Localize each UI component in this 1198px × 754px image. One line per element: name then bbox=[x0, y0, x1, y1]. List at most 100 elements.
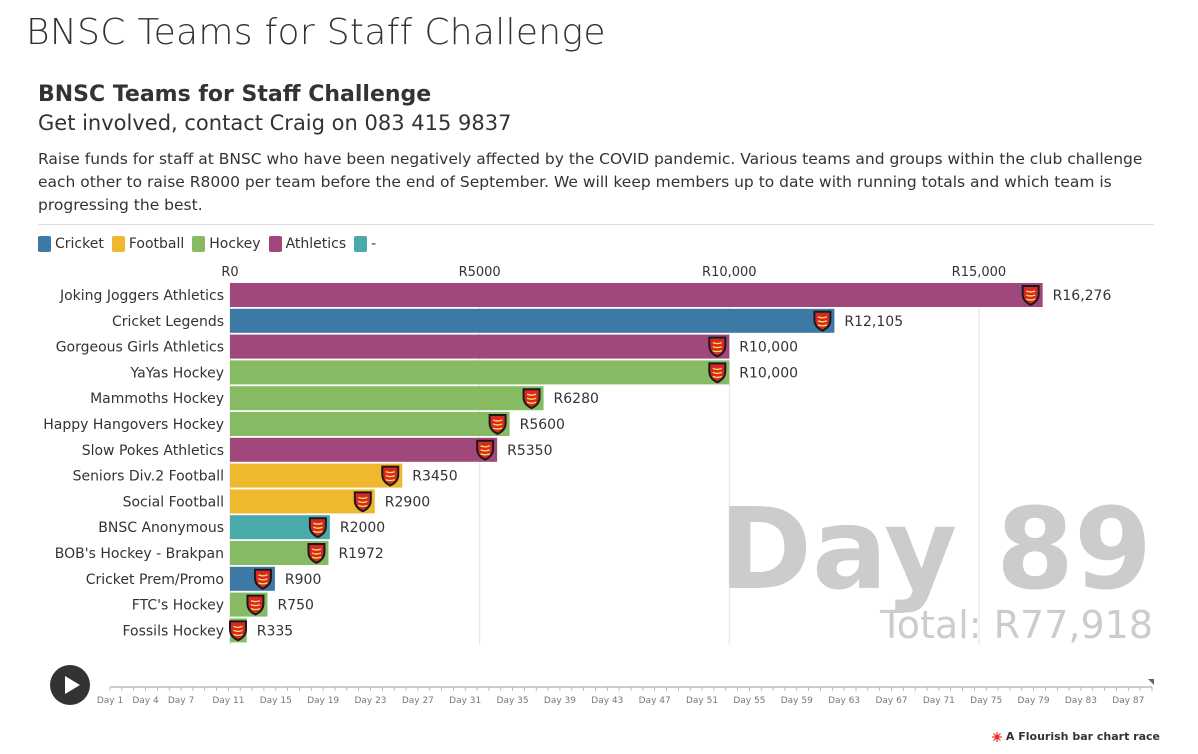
bar-row: Fossils Hockey R335 bbox=[122, 618, 293, 643]
play-button[interactable] bbox=[50, 665, 90, 705]
timeline-label: Day 59 bbox=[781, 696, 813, 706]
bar-row: Happy Hangovers Hockey R5600 bbox=[43, 412, 565, 436]
club-crest-icon bbox=[708, 362, 727, 384]
bar bbox=[230, 437, 498, 462]
legend-label: Cricket bbox=[55, 236, 104, 252]
timeline-label: Day 4 bbox=[132, 696, 159, 706]
x-tick-label: R5000 bbox=[459, 265, 501, 280]
bar-category-label: FTC's Hockey bbox=[132, 598, 224, 614]
bar-value-label: R1972 bbox=[338, 546, 383, 562]
bar-value-label: R10,000 bbox=[739, 340, 798, 356]
timeline-label: Day 79 bbox=[1018, 696, 1050, 706]
timeline-label: Day 23 bbox=[354, 696, 386, 706]
bar-category-label: YaYas Hockey bbox=[130, 365, 224, 381]
bar-value-label: R750 bbox=[277, 598, 313, 614]
bar-value-label: R5600 bbox=[520, 417, 565, 433]
club-crest-icon bbox=[229, 620, 247, 642]
timeline-label: Day 27 bbox=[402, 696, 434, 706]
timeline-label: Day 67 bbox=[875, 696, 907, 706]
timeline-label: Day 43 bbox=[591, 696, 623, 706]
bar-category-label: Seniors Div.2 Football bbox=[73, 469, 224, 485]
period-label: Day 89 bbox=[719, 485, 1152, 615]
legend-item[interactable]: Athletics bbox=[268, 236, 347, 252]
bar bbox=[230, 489, 375, 514]
credit-text: A Flourish bar chart race bbox=[1005, 730, 1160, 743]
header-divider bbox=[38, 224, 1154, 225]
chart-subtitle: Get involved, contact Craig on 083 415 9… bbox=[38, 111, 512, 135]
timeline-label: Day 63 bbox=[828, 696, 860, 706]
legend-swatch bbox=[38, 236, 51, 252]
timeline-label: Day 7 bbox=[168, 696, 194, 706]
club-crest-icon bbox=[307, 543, 326, 564]
bar bbox=[230, 386, 544, 411]
bar-row: Social Football R2900 bbox=[123, 489, 430, 514]
club-crest-icon bbox=[476, 439, 495, 461]
bar-category-label: Fossils Hockey bbox=[122, 623, 224, 639]
chart-description: Raise funds for staff at BNSC who have b… bbox=[38, 150, 1143, 214]
bar-value-label: R10,000 bbox=[739, 365, 798, 381]
club-crest-icon bbox=[308, 517, 327, 539]
timeline-label: Day 35 bbox=[497, 696, 529, 706]
bar-category-label: Slow Pokes Athletics bbox=[82, 443, 224, 459]
legend-swatch bbox=[111, 236, 125, 252]
timeline-label: Day 71 bbox=[923, 696, 955, 706]
legend-item[interactable]: - bbox=[354, 236, 376, 252]
bar-value-label: R16,276 bbox=[1053, 288, 1112, 304]
legend-swatch bbox=[268, 236, 282, 252]
club-crest-icon bbox=[381, 465, 400, 487]
bar-category-label: BOB's Hockey - Brakpan bbox=[55, 546, 224, 562]
club-crest-icon bbox=[1021, 285, 1040, 306]
bar-category-label: Joking Joggers Athletics bbox=[59, 288, 224, 304]
bar-value-label: R335 bbox=[257, 623, 293, 639]
bar-row: FTC's Hockey R750 bbox=[132, 592, 314, 617]
total-label: Total: R77,918 bbox=[879, 603, 1153, 647]
bar-row: BNSC Anonymous R2000 bbox=[98, 515, 385, 540]
club-crest-icon bbox=[522, 388, 541, 410]
flourish-logo-icon bbox=[991, 731, 1002, 742]
timeline-label: Day 19 bbox=[307, 696, 339, 706]
bar bbox=[230, 412, 510, 436]
bar-category-label: Happy Hangovers Hockey bbox=[43, 417, 224, 433]
bar-value-label: R900 bbox=[285, 572, 321, 588]
timeline-label: Day 1 bbox=[97, 696, 123, 706]
bar-row: Seniors Div.2 Football R3450 bbox=[73, 463, 458, 488]
legend-label: Football bbox=[128, 236, 185, 252]
page-title: BNSC Teams for Staff Challenge bbox=[26, 12, 606, 53]
timeline-label: Day 31 bbox=[449, 696, 481, 706]
bar bbox=[230, 463, 403, 488]
timeline-label: Day 15 bbox=[260, 696, 292, 706]
legend-swatch bbox=[192, 236, 206, 252]
legend-item[interactable]: Hockey bbox=[192, 236, 261, 252]
bar-row: BOB's Hockey - Brakpan R1972 bbox=[55, 541, 384, 565]
timeline-label: Day 87 bbox=[1112, 696, 1144, 706]
bar-row: Slow Pokes Athletics R5350 bbox=[82, 437, 552, 462]
bar-row: Gorgeous Girls Athletics R10,000 bbox=[56, 334, 798, 359]
legend-item[interactable]: Football bbox=[111, 236, 185, 252]
club-crest-icon bbox=[353, 491, 372, 513]
legend-item[interactable]: Cricket bbox=[38, 236, 104, 252]
play-icon bbox=[65, 676, 80, 694]
timeline-label: Day 51 bbox=[686, 696, 718, 706]
bar bbox=[230, 360, 730, 385]
bar-row: Cricket Prem/Promo R900 bbox=[86, 566, 321, 591]
club-crest-icon bbox=[246, 594, 265, 616]
legend-swatch bbox=[354, 236, 368, 252]
flourish-credit[interactable]: A Flourish bar chart race bbox=[991, 730, 1160, 743]
bar-value-label: R12,105 bbox=[844, 314, 903, 330]
x-tick-label: R0 bbox=[221, 265, 238, 280]
chart-title: BNSC Teams for Staff Challenge bbox=[38, 82, 432, 107]
club-crest-icon bbox=[708, 336, 727, 358]
timeline-label: Day 55 bbox=[733, 696, 765, 706]
bar-category-label: Gorgeous Girls Athletics bbox=[56, 340, 224, 356]
club-crest-icon bbox=[253, 568, 272, 590]
bar bbox=[230, 308, 835, 333]
timeline-handle[interactable] bbox=[1148, 679, 1154, 685]
bar-row: Mammoths Hockey R6280 bbox=[90, 386, 599, 411]
legend-label: Athletics bbox=[285, 236, 347, 252]
legend-label: - bbox=[371, 236, 377, 252]
bar-category-label: Mammoths Hockey bbox=[90, 391, 224, 407]
bar bbox=[230, 334, 730, 359]
timeline-label: Day 11 bbox=[212, 696, 244, 706]
club-crest-icon bbox=[488, 414, 507, 435]
bar-row: Joking Joggers Athletics R16,276 bbox=[59, 283, 1112, 307]
